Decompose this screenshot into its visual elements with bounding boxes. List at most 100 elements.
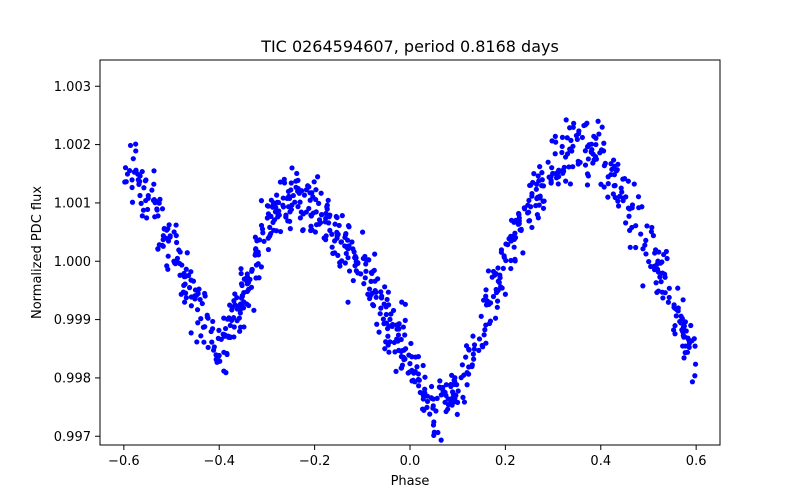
data-point (324, 204, 330, 210)
data-point (428, 383, 435, 390)
data-point (294, 170, 300, 177)
data-point (142, 178, 148, 184)
data-point (167, 233, 173, 239)
data-point (495, 287, 501, 294)
data-point (225, 333, 231, 339)
data-point (407, 361, 413, 367)
data-point (297, 215, 303, 221)
data-point (633, 223, 639, 229)
data-point (497, 272, 503, 278)
data-point (642, 242, 648, 248)
data-point (679, 315, 685, 322)
data-point (165, 253, 171, 259)
data-point (654, 261, 660, 267)
data-point (611, 183, 617, 189)
data-point (188, 303, 194, 309)
data-point (186, 285, 193, 291)
data-point (440, 391, 446, 397)
data-point (494, 304, 500, 310)
x-tick-label: −0.6 (108, 454, 140, 469)
data-point (571, 120, 577, 126)
data-point (378, 305, 384, 311)
data-point (372, 251, 378, 257)
data-point (378, 289, 384, 295)
data-point (539, 183, 545, 189)
data-point (471, 356, 477, 362)
data-point (273, 228, 280, 234)
data-point (398, 348, 404, 354)
data-point (495, 265, 501, 271)
data-point (623, 220, 629, 226)
data-point (527, 182, 533, 189)
data-point (499, 285, 505, 291)
data-point (615, 198, 621, 204)
data-point (176, 247, 182, 253)
data-point (138, 200, 144, 206)
data-point (673, 313, 679, 319)
data-point (280, 195, 286, 201)
data-point (184, 250, 190, 256)
data-point (661, 251, 667, 258)
data-point (559, 149, 565, 156)
data-point (332, 238, 338, 244)
data-point (512, 230, 518, 236)
data-point (555, 181, 561, 187)
data-point (238, 266, 244, 272)
data-point (590, 160, 596, 166)
data-point (566, 164, 572, 170)
y-tick-label: 1.001 (54, 196, 91, 211)
data-point (345, 255, 351, 261)
data-point (308, 227, 314, 234)
data-point (151, 181, 157, 187)
data-point (605, 181, 611, 187)
data-point (631, 181, 637, 187)
data-point (281, 176, 287, 182)
data-point (238, 270, 244, 277)
data-point (346, 268, 353, 274)
data-point (392, 349, 398, 355)
data-point (220, 331, 226, 337)
data-point (685, 335, 691, 341)
data-point (617, 193, 623, 199)
data-point (433, 408, 439, 414)
data-point (229, 304, 235, 311)
data-point (430, 422, 437, 428)
data-point (406, 352, 412, 358)
data-point (194, 307, 201, 313)
data-point (605, 194, 611, 200)
data-point (579, 134, 585, 141)
data-point (122, 165, 129, 171)
data-point (342, 260, 348, 266)
data-point (198, 316, 204, 322)
data-point (345, 299, 351, 305)
data-point (387, 339, 393, 345)
data-point (349, 239, 355, 245)
data-point (445, 406, 451, 412)
data-point (635, 194, 642, 200)
data-point (584, 182, 591, 188)
data-point (402, 317, 408, 323)
data-point (377, 311, 383, 317)
data-point (599, 124, 605, 130)
data-point (213, 352, 219, 358)
data-point (533, 186, 539, 192)
data-point (382, 284, 388, 290)
data-point (420, 396, 426, 402)
data-point (681, 334, 687, 340)
data-point (343, 250, 349, 257)
data-point (482, 327, 488, 333)
data-point (205, 344, 211, 351)
data-point (443, 382, 449, 388)
data-point (383, 339, 389, 345)
data-point (434, 395, 440, 401)
data-point (662, 271, 668, 277)
data-point (388, 311, 394, 317)
data-point (229, 317, 235, 324)
data-point (447, 397, 453, 403)
data-point (552, 151, 558, 157)
data-point (518, 226, 524, 232)
data-point (160, 237, 166, 243)
data-point (350, 246, 356, 252)
data-point (508, 257, 514, 264)
data-point (216, 327, 222, 333)
